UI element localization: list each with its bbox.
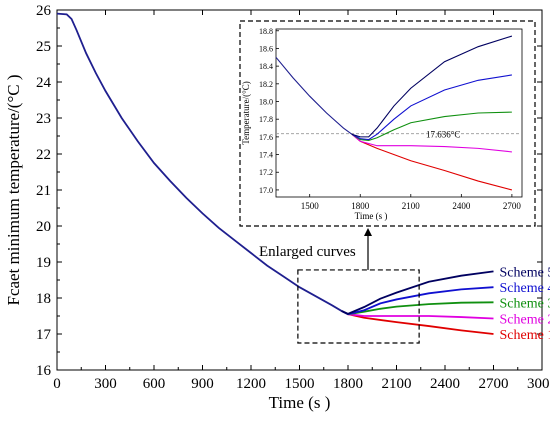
main-x-tick-label: 1500	[285, 376, 315, 392]
main-common-curve	[56, 12, 342, 312]
inset-y-tick-label: 18.6	[259, 44, 273, 53]
main-series-label-scheme-1: Scheme 1	[500, 328, 550, 343]
zoom-box	[297, 269, 420, 344]
main-y-tick-label: 21	[36, 183, 51, 199]
inset-x-axis-label: Time (s )	[355, 211, 388, 221]
main-x-tick-label: 2400	[430, 376, 460, 392]
main-y-tick-label: 19	[36, 255, 51, 271]
main-series-line-scheme-5	[341, 270, 494, 315]
inset-y-tick-label: 18.4	[259, 62, 273, 71]
main-x-tick-label: 1800	[333, 376, 363, 392]
inset-x-tick-label: 2700	[503, 201, 522, 211]
inset-y-tick-label: 18.2	[259, 80, 273, 89]
inset-x-tick-label: 2400	[452, 201, 471, 211]
inset-y-tick-label: 17.8	[259, 115, 273, 124]
main-x-tick-label: 1200	[236, 376, 266, 392]
main-y-tick-label: 20	[36, 219, 51, 235]
inset-y-axis-label: Temperature/(°C)	[241, 81, 251, 144]
inset-y-tick-label: 17.2	[259, 168, 273, 177]
zoom-arrow-head	[364, 228, 372, 236]
main-x-tick-label: 900	[191, 376, 214, 392]
main-y-tick-label: 24	[36, 75, 52, 91]
main-x-tick-label: 0	[53, 376, 61, 392]
main-y-tick-label: 16	[36, 363, 52, 379]
main-y-tick-label: 23	[36, 111, 51, 127]
inset-y-tick-label: 17.0	[259, 186, 273, 195]
main-series-line-scheme-4	[341, 286, 494, 316]
inset-common-curve	[275, 56, 353, 135]
main-x-tick-label: 2700	[479, 376, 509, 392]
inset-series-line-scheme-5	[351, 35, 513, 138]
main-x-tick-label: 600	[143, 376, 166, 392]
inset-reference-label: 17.636°C	[426, 130, 460, 140]
main-x-tick-label: 3000	[527, 376, 550, 392]
inset-series-line-scheme-2	[351, 133, 512, 153]
inset-y-tick-label: 17.4	[259, 151, 273, 160]
main-y-tick-label: 18	[36, 291, 51, 307]
main-series-label-scheme-2: Scheme 2	[500, 313, 550, 328]
inset-y-tick-label: 18.8	[259, 27, 273, 36]
inset-x-tick-label: 2100	[402, 201, 421, 211]
inset-y-tick-label: 18.0	[259, 98, 273, 107]
inset-y-tick-label: 17.6	[259, 133, 273, 142]
main-series-label-scheme-5: Scheme 5	[500, 265, 550, 280]
main-x-axis-label: Time (s )	[269, 393, 331, 412]
inset-series-line-scheme-4	[351, 74, 512, 141]
main-y-tick-label: 26	[36, 3, 52, 19]
main-series-line-scheme-1	[341, 310, 494, 335]
main-x-tick-label: 300	[94, 376, 117, 392]
enlarged-curves-annotation: Enlarged curves	[259, 244, 356, 260]
main-y-tick-label: 17	[36, 327, 52, 343]
inset-x-tick-label: 1500	[301, 201, 320, 211]
inset-x-tick-label: 1800	[351, 201, 370, 211]
main-y-tick-label: 22	[36, 147, 51, 163]
inset-series-line-scheme-3	[351, 111, 512, 141]
main-x-tick-label: 2100	[382, 376, 412, 392]
main-series-label-scheme-3: Scheme 3	[500, 296, 550, 311]
main-series-line-scheme-3	[341, 301, 494, 316]
main-series-label-scheme-4: Scheme 4	[500, 281, 550, 296]
main-y-axis-label: Fcaet minimum temperature/(°C )	[4, 74, 23, 305]
main-y-tick-label: 25	[36, 39, 51, 55]
